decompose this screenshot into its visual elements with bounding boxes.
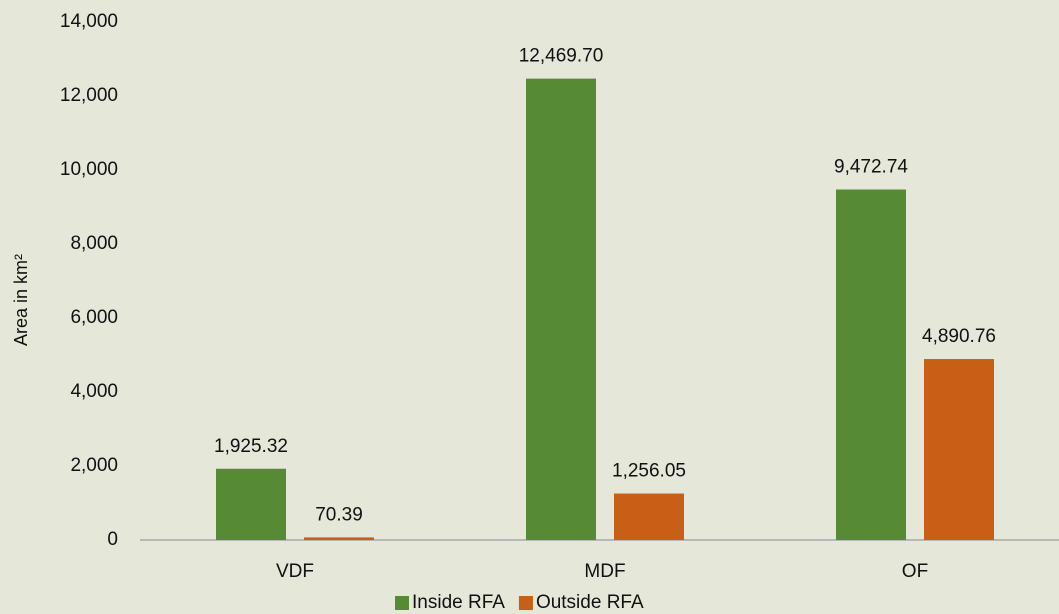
legend-swatch [518, 596, 533, 610]
y-tick-label: 4,000 [70, 381, 118, 402]
data-label: 1,925.32 [214, 436, 288, 457]
y-tick-label: 14,000 [60, 11, 118, 32]
x-tick-label: VDF [276, 561, 314, 582]
y-tick-label: 6,000 [70, 307, 118, 328]
y-tick-label: 10,000 [60, 159, 118, 180]
bar [836, 189, 906, 541]
data-label: 9,472.74 [834, 157, 908, 178]
data-label: 1,256.05 [612, 461, 686, 482]
x-tick-label: OF [902, 561, 928, 582]
bar [216, 468, 286, 540]
legend-swatch [395, 596, 409, 610]
legend-label: Outside RFA [536, 592, 644, 613]
y-tick-label: 2,000 [70, 455, 118, 476]
y-axis-title: Area in km² [11, 254, 31, 346]
y-tick-label: 8,000 [70, 233, 118, 254]
data-label: 12,469.70 [519, 46, 604, 67]
bar [526, 78, 596, 541]
bar [924, 359, 994, 540]
data-label: 70.39 [315, 504, 363, 525]
y-tick-label: 0 [107, 529, 118, 550]
bar [304, 537, 374, 540]
data-label: 4,890.76 [922, 326, 996, 347]
y-tick-label: 12,000 [60, 85, 118, 106]
bar [614, 493, 684, 540]
legend-label: Inside RFA [412, 592, 505, 613]
x-tick-label: MDF [584, 561, 625, 582]
